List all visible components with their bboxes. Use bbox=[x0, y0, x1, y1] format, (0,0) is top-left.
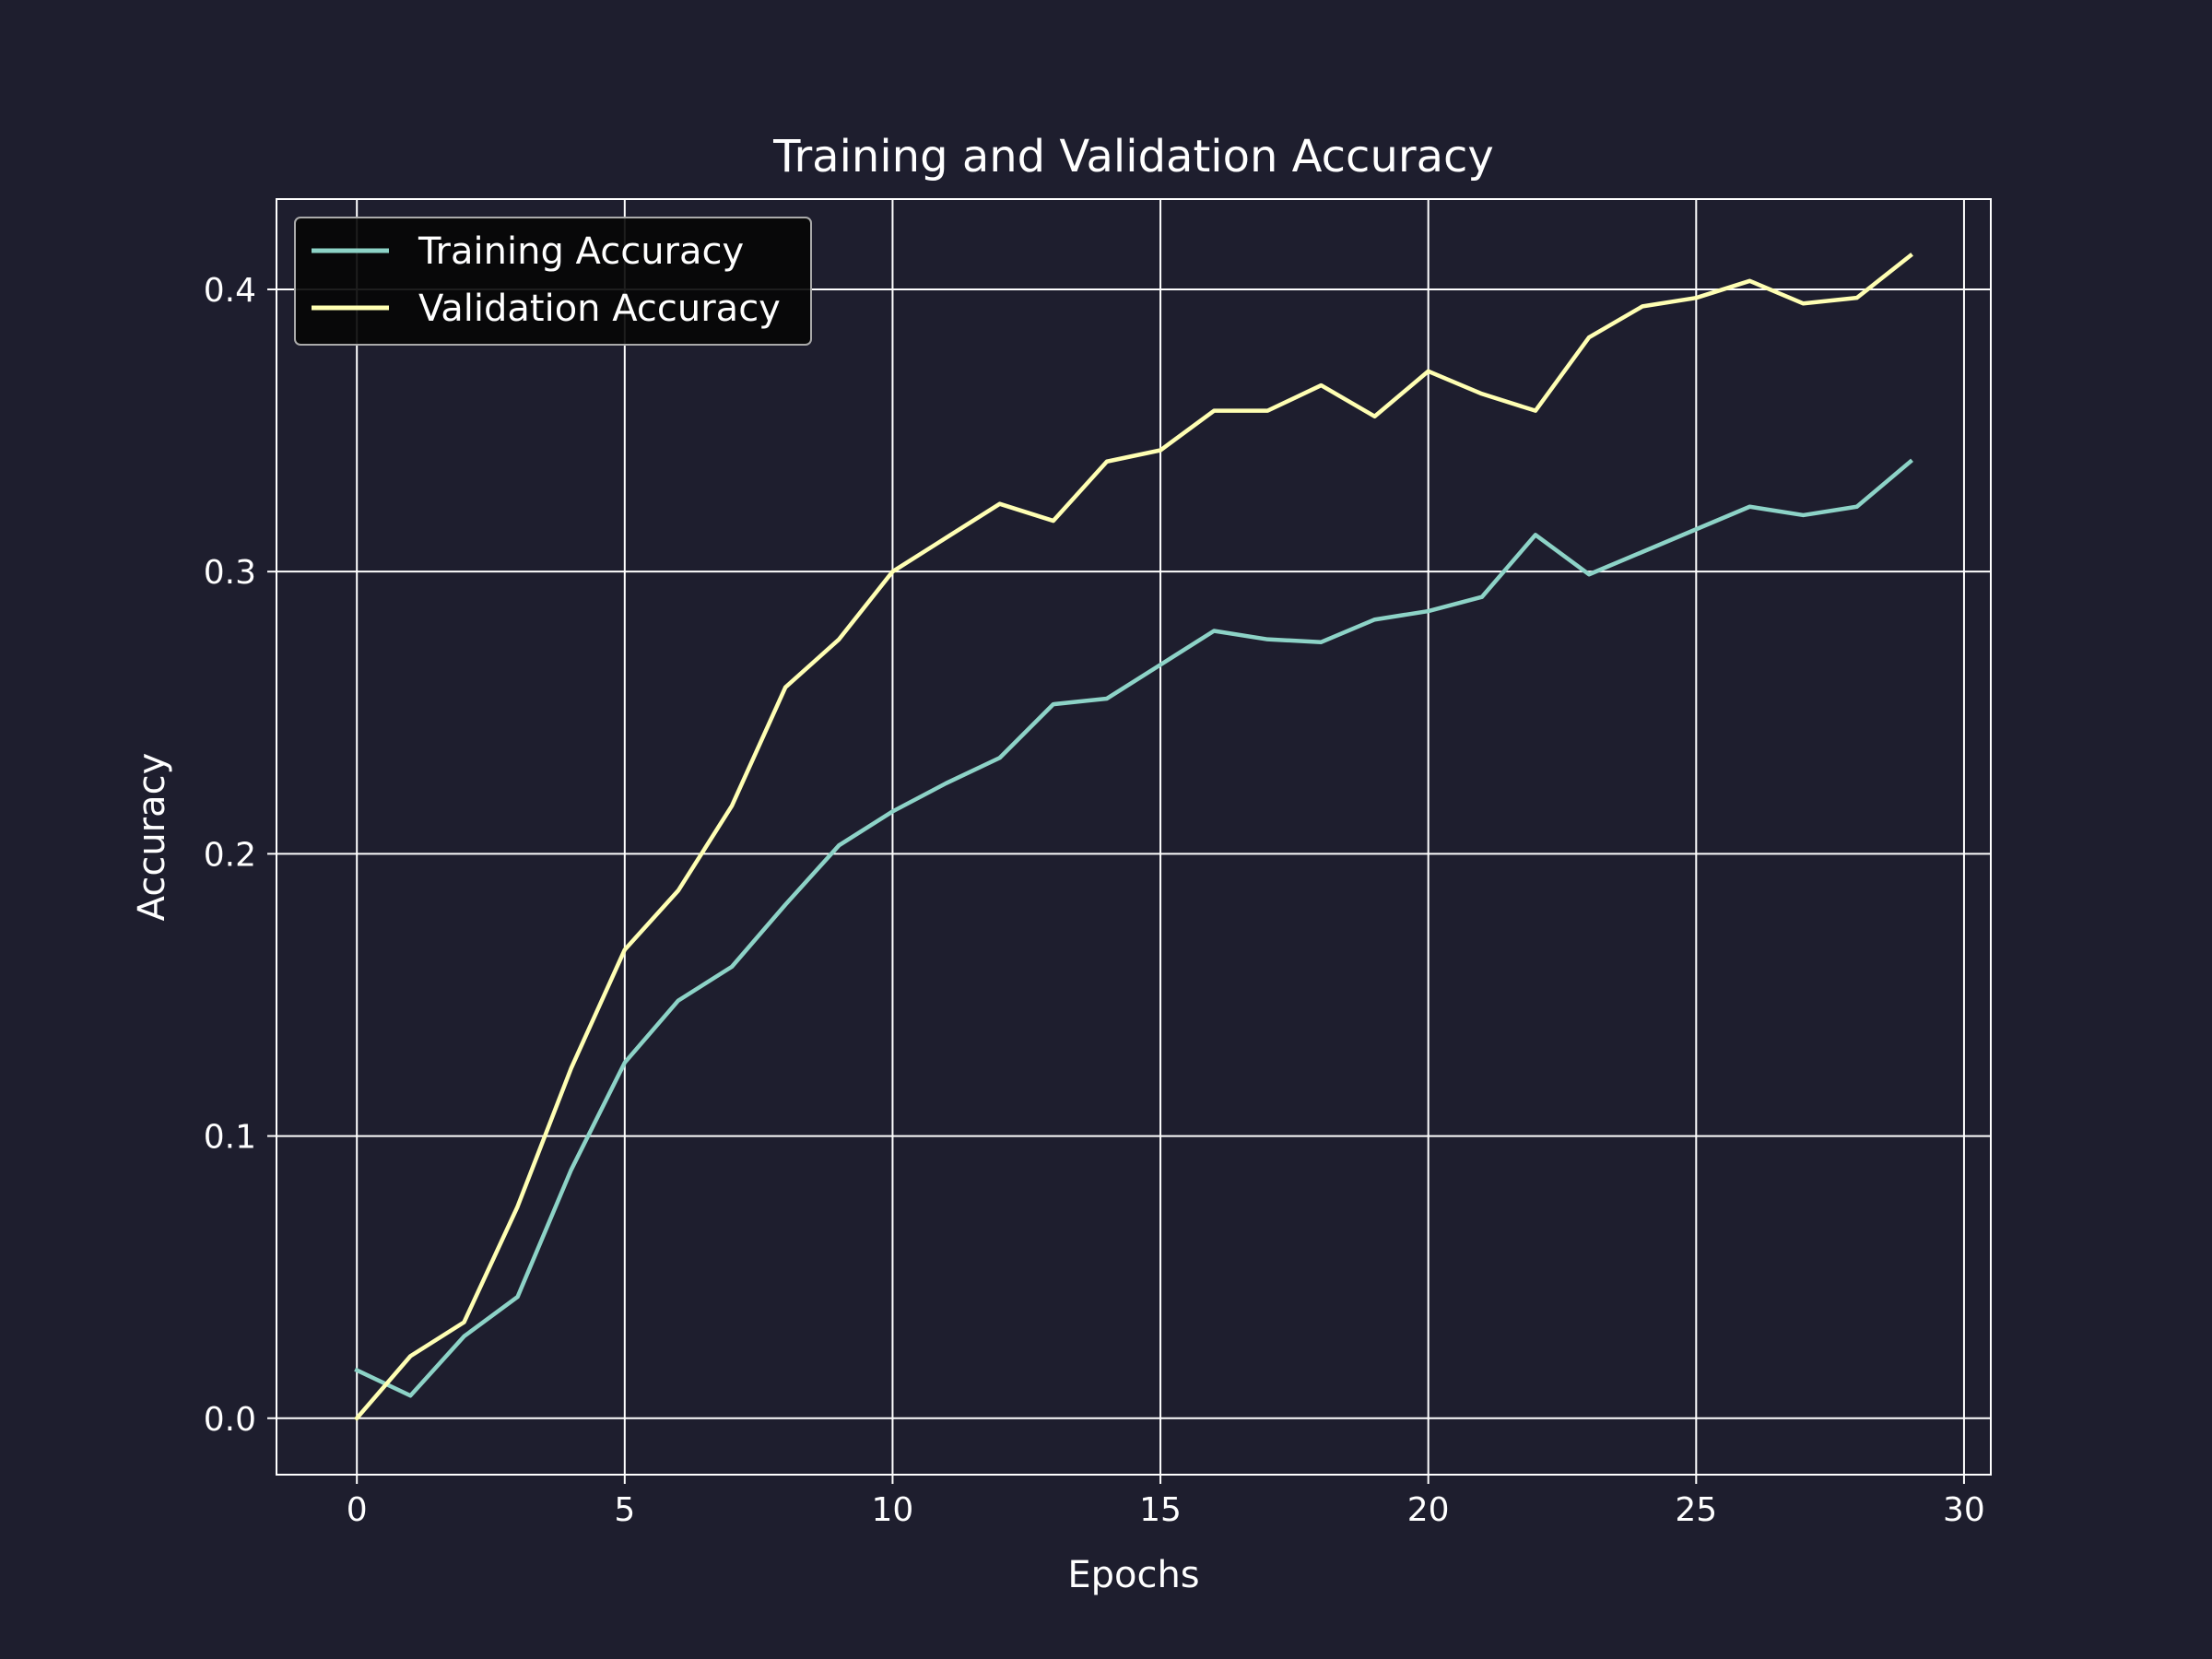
axes-frame bbox=[276, 198, 1992, 1476]
x-tick-label: 15 bbox=[1139, 1491, 1182, 1529]
x-tick-label: 5 bbox=[614, 1491, 635, 1529]
x-tick-label: 30 bbox=[1943, 1491, 1985, 1529]
series-lines bbox=[354, 253, 1913, 1421]
y-axis-label: Accuracy bbox=[131, 753, 173, 922]
y-tick-label: 0.1 bbox=[204, 1119, 256, 1157]
chart-title: Training and Validation Accuracy bbox=[772, 131, 1494, 182]
y-tick-label: 0.3 bbox=[204, 554, 256, 592]
legend: Training Accuracy Validation Accuracy bbox=[294, 217, 812, 346]
x-tick-label: 20 bbox=[1407, 1491, 1450, 1529]
legend-label-training: Training Accuracy bbox=[418, 230, 744, 273]
y-tick-label: 0.0 bbox=[204, 1401, 256, 1439]
y-tick-label: 0.4 bbox=[204, 272, 256, 310]
y-tick-label: 0.2 bbox=[204, 836, 256, 874]
x-axis-label: Epochs bbox=[1067, 1554, 1199, 1596]
training-accuracy-line bbox=[354, 458, 1913, 1398]
grid-lines bbox=[276, 199, 1991, 1475]
axis-ticks: 0 5 10 15 20 25 30 0.0 0.1 0.2 0.3 0.4 bbox=[204, 272, 1985, 1529]
validation-accuracy-line bbox=[354, 253, 1913, 1421]
legend-label-validation: Validation Accuracy bbox=[418, 288, 781, 330]
x-tick-label: 10 bbox=[872, 1491, 914, 1529]
x-tick-label: 25 bbox=[1675, 1491, 1717, 1529]
legend-box bbox=[294, 217, 812, 346]
x-tick-label: 0 bbox=[347, 1491, 368, 1529]
